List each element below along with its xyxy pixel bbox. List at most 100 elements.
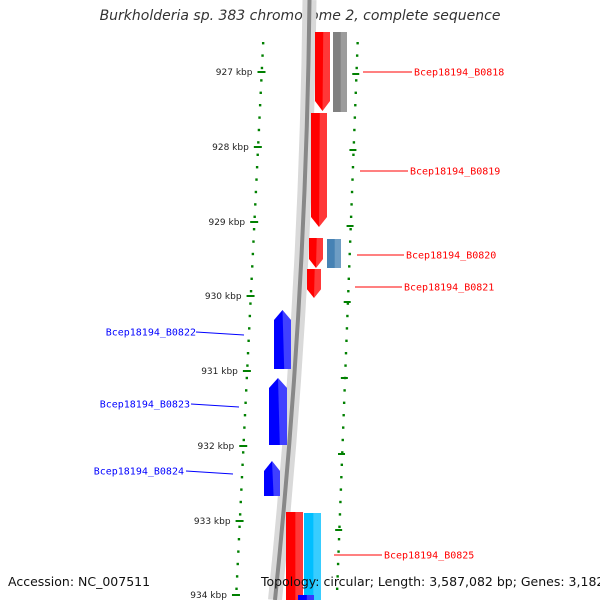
inner-ring-dot [248, 327, 251, 330]
inner-ring-dot [259, 91, 262, 94]
gene-label[interactable]: Bcep18194_B0820 [406, 251, 496, 262]
gene-label[interactable]: Bcep18194_B0823 [100, 400, 190, 411]
gene-label[interactable]: Bcep18194_B0822 [106, 328, 196, 339]
inner-ring-dot [245, 389, 248, 392]
gene-label[interactable]: Bcep18194_B0821 [404, 283, 494, 294]
inner-ring-dot [246, 352, 250, 355]
inner-ring-dot [241, 463, 244, 466]
inner-ring-dot [245, 376, 249, 380]
inner-ring-dot [253, 215, 256, 218]
outer-ring-dot [340, 476, 343, 479]
tick-mark [246, 295, 255, 297]
backbone-layer [268, 0, 317, 600]
gene-feature-b0819 [311, 113, 327, 227]
outer-ring-dot [341, 438, 344, 442]
outer-ring-dot [354, 104, 357, 107]
outer-ring-dot [339, 488, 343, 491]
outer-ring-dash [349, 149, 357, 151]
outer-ring-dot [340, 463, 344, 466]
tick-mark [239, 445, 248, 447]
gene-feature-b0825 [286, 512, 303, 600]
inner-ring-dot [244, 401, 247, 404]
accession-text: Accession: NC_007511 [8, 574, 151, 589]
outer-ring-dot [342, 401, 346, 404]
gene-label[interactable]: Bcep18194_B0818 [414, 68, 504, 79]
outer-ring-dot [352, 153, 355, 156]
inner-ring-dot [254, 190, 258, 194]
tick-mark [235, 520, 244, 522]
outer-ring-dot [348, 265, 351, 268]
outer-ring-dot [345, 339, 348, 342]
gene-label-leader [190, 403, 240, 408]
inner-ring-dot [255, 178, 258, 181]
tick-label: 931 kbp [201, 367, 238, 377]
inner-ring-dot [239, 500, 242, 504]
inner-ring-dot [250, 277, 253, 280]
inner-ring-dot [235, 575, 239, 578]
inner-ring-dot [256, 153, 259, 156]
outer-ring-dot [353, 128, 356, 132]
outer-ring-dot [346, 302, 350, 305]
outer-ring-dot [347, 277, 350, 280]
outer-ring-dot [348, 252, 351, 256]
inner-ring-dot [251, 252, 255, 256]
gene-label[interactable]: Bcep18194_B0819 [410, 167, 500, 178]
outer-ring-dot [345, 327, 349, 330]
inner-ring-dot [257, 128, 261, 132]
outer-ring-dot [351, 166, 355, 169]
inner-ring-dot [261, 42, 265, 45]
inner-ring-dot [258, 116, 261, 119]
inner-ring-dot [238, 525, 241, 528]
outer-ring-dot [336, 575, 339, 578]
tick-label: 927 kbp [216, 68, 253, 78]
tick-label: 932 kbp [198, 442, 235, 452]
inner-ring-dot [237, 550, 240, 553]
gene-feature-b0820 [309, 238, 323, 268]
outer-ring-dot [336, 562, 340, 566]
gene-feature-b0823 [269, 378, 287, 445]
dots-layer [235, 42, 360, 590]
inner-ring-dot [247, 339, 250, 342]
backbone-shadow [268, 0, 317, 600]
gene-feature-partial [298, 595, 314, 600]
inner-ring-dot [252, 228, 256, 231]
outer-ring-dash [338, 453, 346, 455]
outer-ring-dash [340, 377, 348, 379]
outer-ring-dot [353, 116, 357, 119]
outer-ring-dash [346, 225, 354, 227]
outer-ring-dot [348, 240, 352, 243]
gene-label[interactable]: Bcep18194_B0825 [384, 551, 474, 562]
labels-layer: Bcep18194_B0818 Bcep18194_B0819 Bcep18194_… [94, 68, 505, 562]
outer-ring-dot [342, 426, 345, 429]
tick-mark [253, 146, 262, 148]
inner-ring-dot [257, 141, 260, 144]
outer-ring-dot [341, 451, 344, 454]
tick-label: 929 kbp [208, 218, 245, 228]
outer-ring-dot [354, 91, 357, 94]
inner-ring-dot [241, 451, 245, 454]
tick-label: 930 kbp [205, 292, 242, 302]
outer-ring-dot [356, 42, 359, 45]
outer-ring-dot [349, 228, 352, 231]
gene-label[interactable]: Bcep18194_B0824 [94, 467, 184, 478]
inner-ring-dot [242, 438, 245, 442]
inner-ring-dot [243, 414, 247, 417]
inner-ring-dot [260, 66, 264, 70]
outer-ring-dot [337, 538, 341, 541]
outer-ring-dot [352, 141, 356, 144]
outer-ring-dot [344, 364, 347, 367]
outer-ring-dot [337, 550, 340, 553]
outer-ring-dot [351, 178, 354, 181]
backbone-line [273, 0, 312, 600]
outer-ring-dot [339, 500, 342, 504]
inner-ring-dot [240, 488, 243, 491]
outer-ring-dot [349, 215, 353, 218]
inner-ring-dot [249, 290, 253, 293]
tick-label: 934 kbp [190, 591, 227, 600]
inner-ring-dot [236, 562, 239, 566]
outer-ring-dot [355, 66, 358, 70]
outer-ring-dot [347, 290, 350, 293]
inner-ring-dot [261, 54, 264, 57]
outer-ring-dot [355, 79, 358, 82]
